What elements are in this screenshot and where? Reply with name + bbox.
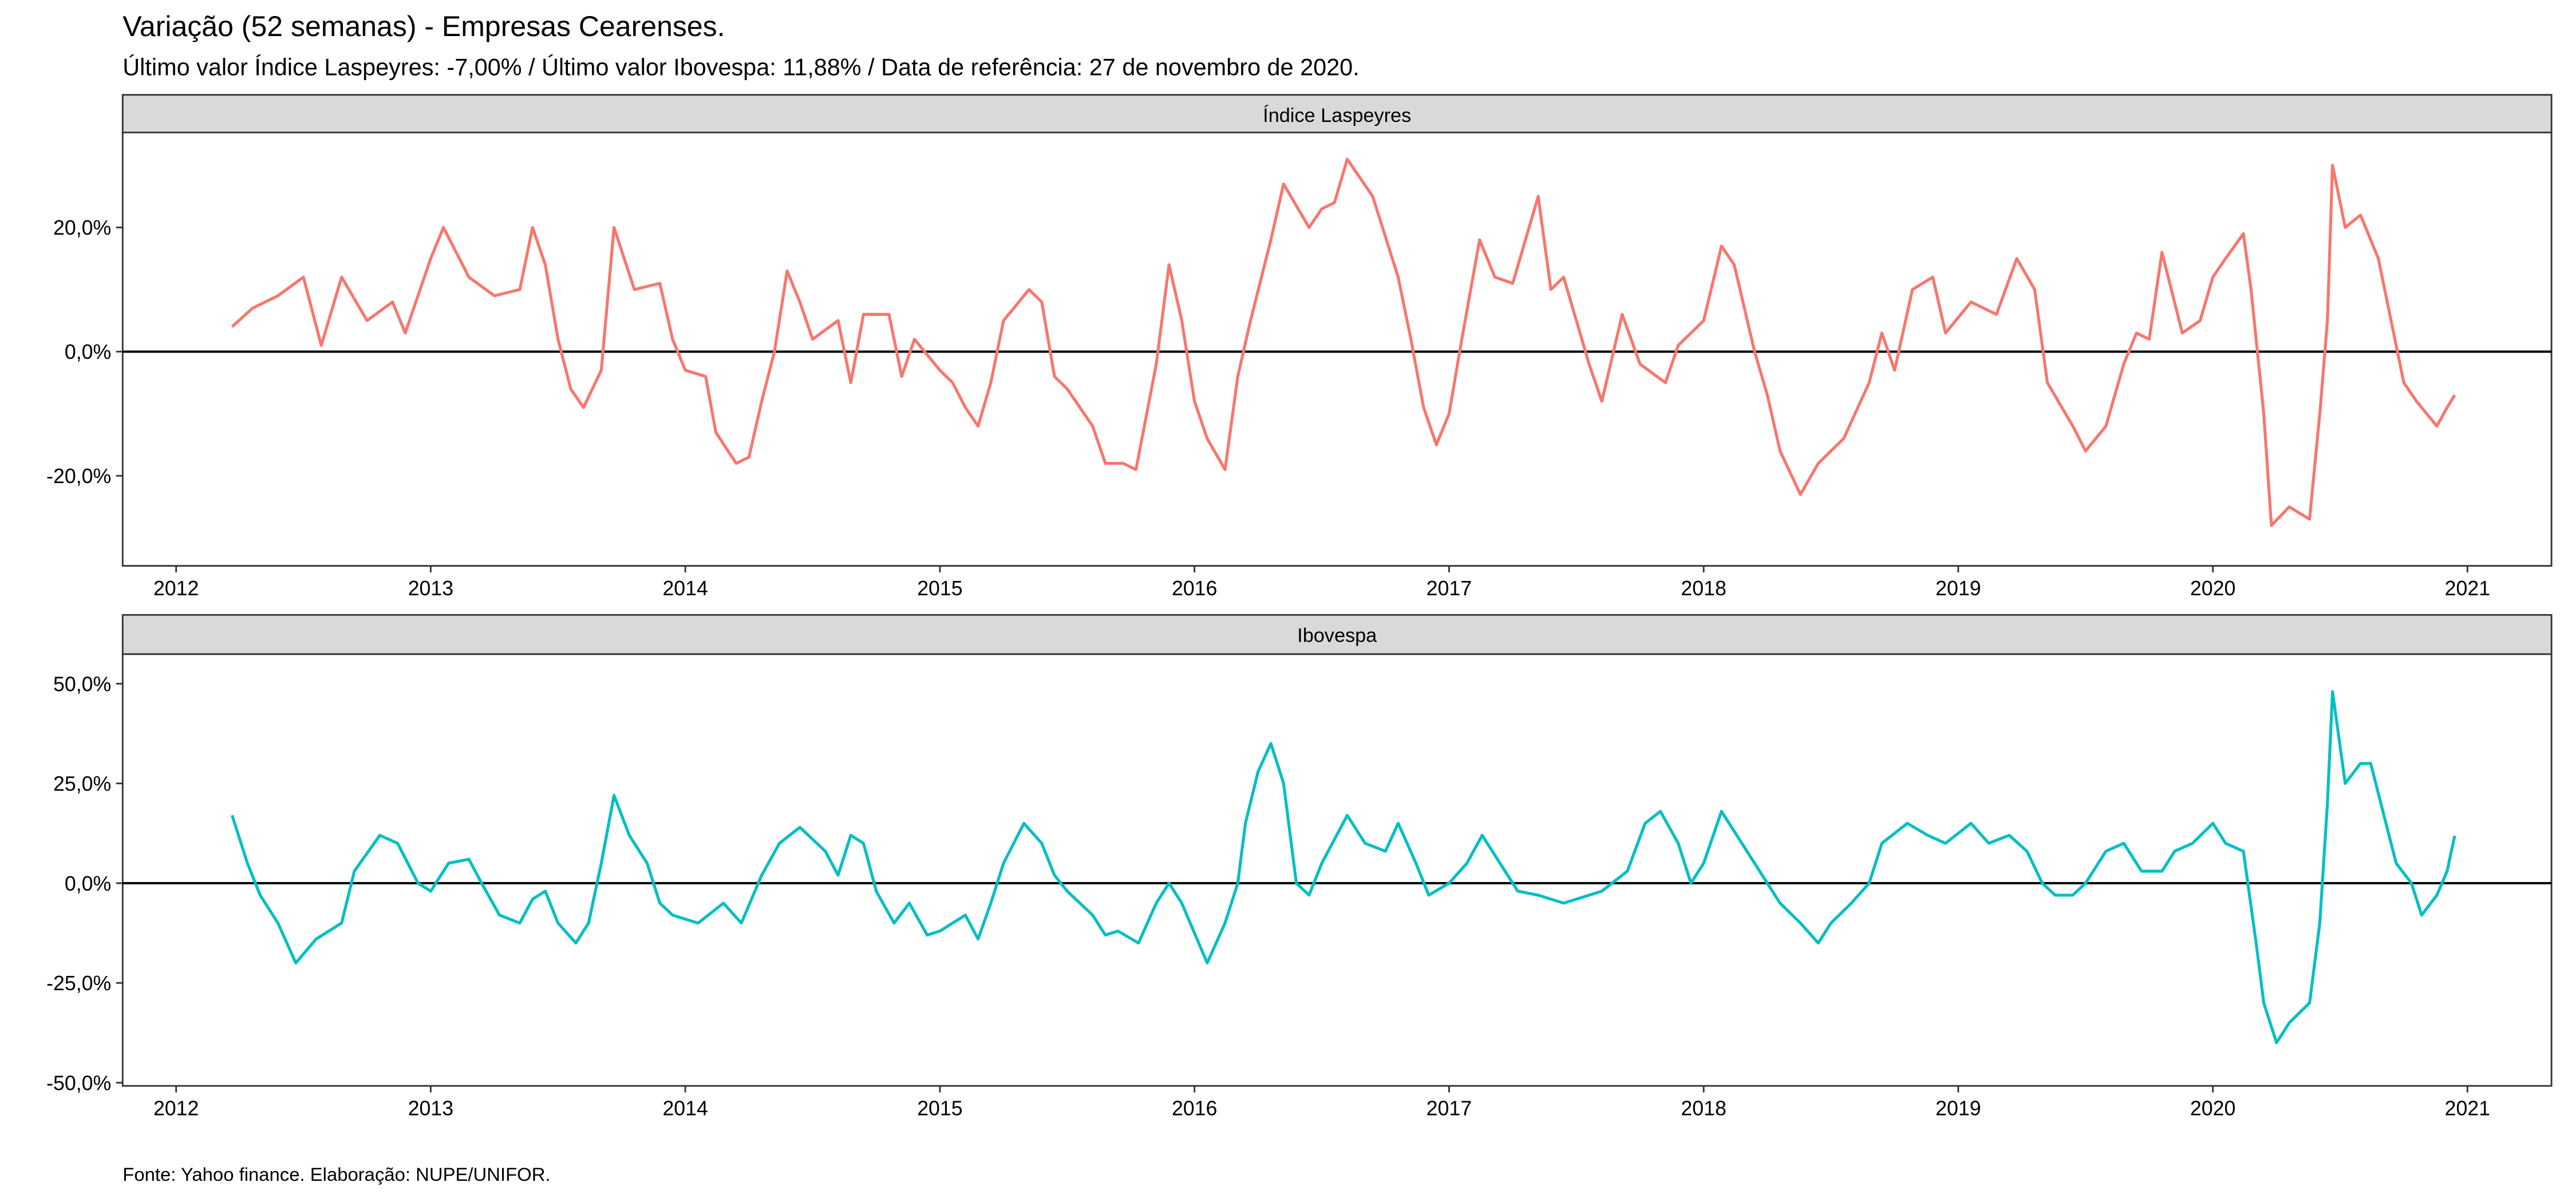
chart-subtitle: Último valor Índice Laspeyres: -7,00% / … bbox=[123, 54, 1359, 80]
y-tick-label: 50,0% bbox=[53, 673, 111, 695]
x-tick-label: 2016 bbox=[1172, 1097, 1217, 1120]
y-tick-label: 25,0% bbox=[53, 773, 111, 796]
x-tick-label: 2012 bbox=[153, 1097, 199, 1120]
x-tick-label: 2013 bbox=[408, 577, 453, 600]
y-tick-label: -20,0% bbox=[46, 465, 111, 488]
x-tick-label: 2020 bbox=[2190, 577, 2235, 600]
x-tick-label: 2014 bbox=[662, 1097, 708, 1120]
x-tick-label: 2015 bbox=[917, 1097, 962, 1120]
x-tick-label: 2016 bbox=[1172, 577, 1217, 600]
caption: Fonte: Yahoo finance. Elaboração: NUPE/U… bbox=[123, 1164, 550, 1185]
x-tick-label: 2018 bbox=[1681, 1097, 1726, 1120]
y-tick-label: -50,0% bbox=[46, 1071, 111, 1094]
panel-title: Ibovespa bbox=[1297, 624, 1377, 646]
x-tick-label: 2013 bbox=[408, 1097, 453, 1120]
chart-title: Variação (52 semanas) - Empresas Cearens… bbox=[123, 10, 725, 42]
x-tick-label: 2019 bbox=[1935, 577, 1981, 600]
x-tick-label: 2019 bbox=[1935, 1097, 1981, 1120]
x-tick-label: 2017 bbox=[1427, 1097, 1472, 1120]
y-tick-label: 20,0% bbox=[53, 216, 111, 239]
strip bbox=[121, 94, 2553, 133]
panel-border bbox=[121, 653, 2553, 1087]
x-tick-label: 2021 bbox=[2445, 1097, 2490, 1120]
strip bbox=[121, 614, 2553, 655]
y-tick-label: 0,0% bbox=[65, 341, 111, 363]
panel-border bbox=[121, 132, 2553, 567]
data-line bbox=[231, 157, 2456, 527]
x-tick-label: 2021 bbox=[2445, 577, 2490, 600]
x-tick-label: 2017 bbox=[1427, 577, 1472, 600]
x-tick-label: 2014 bbox=[662, 577, 708, 600]
y-tick-label: -25,0% bbox=[46, 972, 111, 995]
y-tick-label: 0,0% bbox=[65, 872, 111, 895]
data-line bbox=[231, 690, 2456, 1045]
x-tick-label: 2012 bbox=[153, 577, 199, 600]
x-tick-label: 2015 bbox=[917, 577, 962, 600]
x-tick-label: 2020 bbox=[2190, 1097, 2235, 1120]
panel-title: Índice Laspeyres bbox=[1263, 104, 1411, 126]
x-tick-label: 2018 bbox=[1681, 577, 1726, 600]
